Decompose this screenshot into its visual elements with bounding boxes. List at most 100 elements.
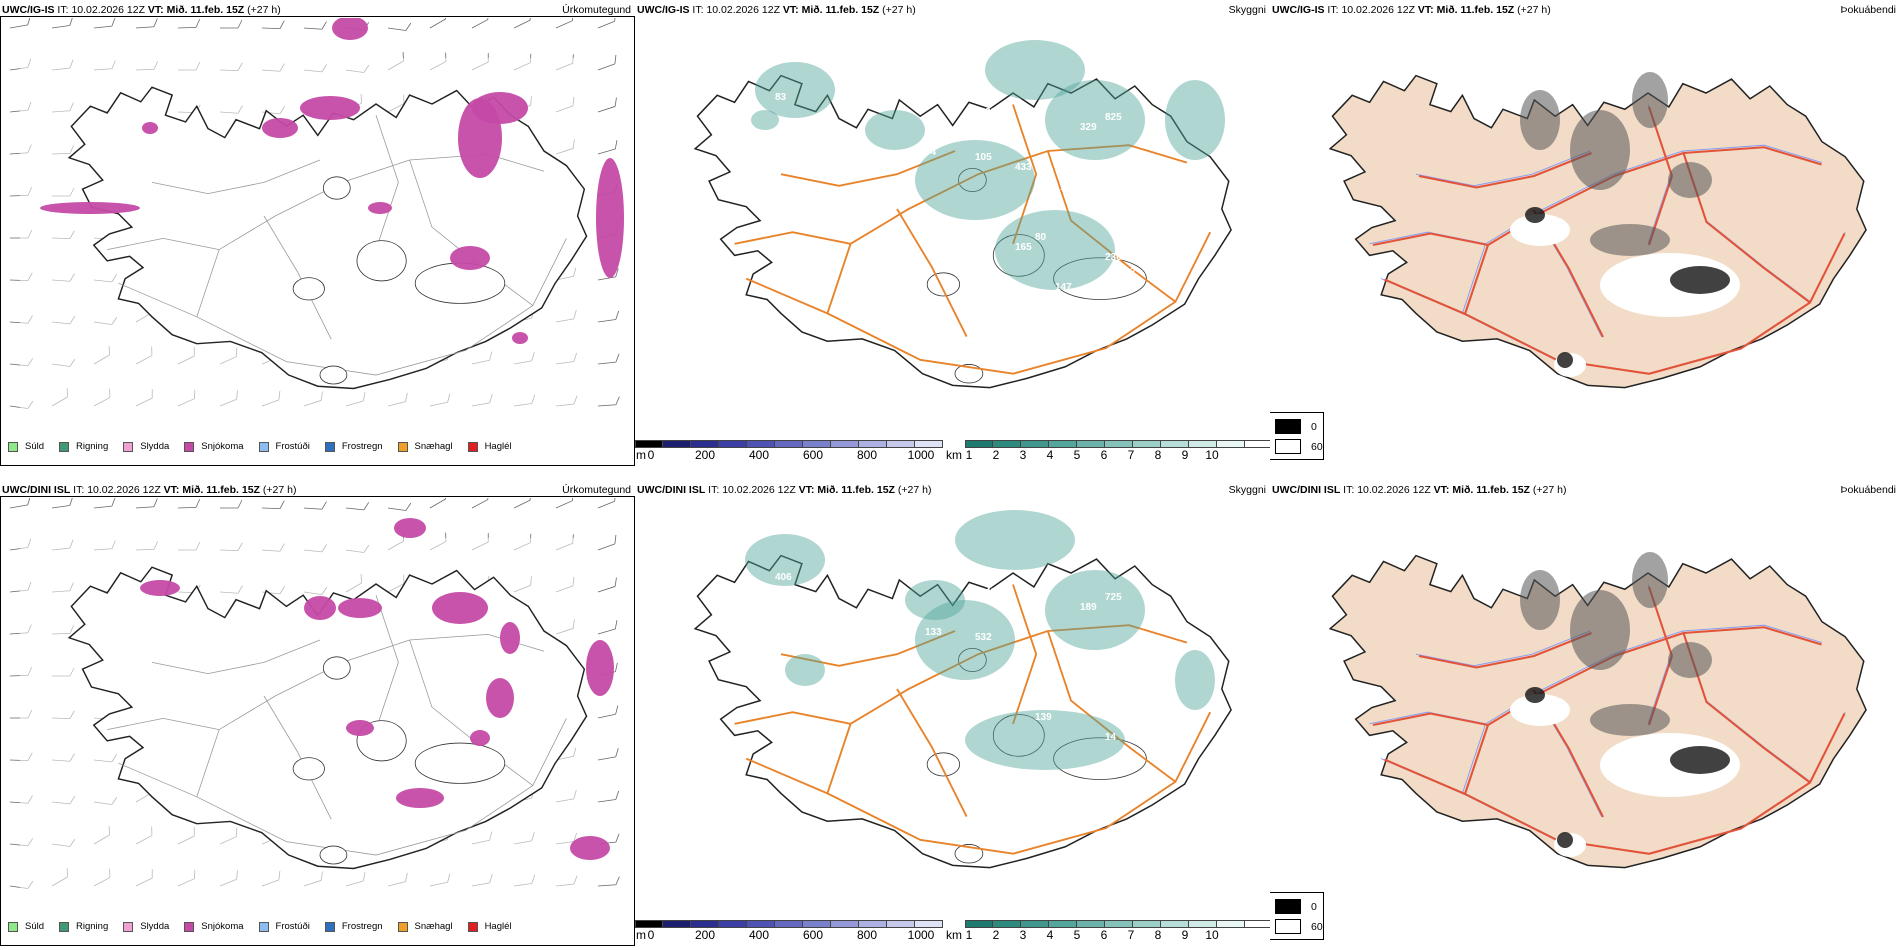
road-line [734,711,851,725]
precip-legend-swatch [59,921,70,932]
road-line [1418,632,1592,669]
wind-barb-flag [615,310,620,320]
wind-barb-flag [363,502,370,511]
visibility-reduction-area [865,110,925,150]
wind-barb [177,499,201,509]
colorbar-cell [775,920,803,928]
snow-area [140,580,180,596]
fog-core [1525,207,1545,223]
road-line [409,639,534,786]
wind-barb [135,498,158,509]
colorbar-cell [965,920,993,928]
wind-barb-flag [572,18,574,21]
precip-legend-swatch [467,921,478,932]
wind-barb-shaft [597,500,615,509]
wind-barb [387,502,412,511]
colorbar-tick-label: 1000 [907,448,935,462]
wind-barb-flag [614,18,616,22]
fog-area [1520,90,1560,150]
visibility-reduction-area [1045,570,1145,650]
panel-title: Skyggni [1228,4,1266,16]
visibility-reduction-area [995,210,1115,290]
wind-barb-shaft [429,18,446,29]
colorbar-cell [1189,440,1217,448]
colorbar-tick-label: 6 [1100,928,1108,942]
fog-panel-row1: UWC/IG-IS IT: 10.02.2026 12Z VT: Mið. 11… [1270,0,1900,470]
snow-area [142,122,158,134]
wind-barb [597,748,619,761]
visibility-map: 406 482 189 725 133 532 85 644 761 13 229 681 139 14 [693,510,1232,869]
precip-legend-item: Snæhagl [397,441,453,452]
wind-barb-shaft [597,628,616,635]
precip-legend-item: Rigning [59,921,108,932]
map-frame [0,16,635,466]
colorbar-tick-label: 1 [965,928,973,942]
wind-barb [9,18,31,29]
fog-legend-swatch [1275,419,1301,434]
wind-barb-flag [153,498,158,507]
ceiling-value-label: 165 [1015,242,1032,253]
visibility-reduction-area [915,140,1035,220]
colorbar-cell [1245,440,1270,448]
ceiling-value-label: 825 [1105,112,1122,123]
colorbar-cell [1021,920,1049,928]
ceiling-value-label: 371 [1145,162,1162,173]
map-frame [0,496,635,946]
ceiling-colorbar [635,440,943,448]
colorbar-cell [831,440,859,448]
precip-legend-item: Haglél [467,921,512,932]
wind-barb [597,140,618,155]
colorbar-cell [663,440,691,448]
fog-core [1525,687,1545,703]
wind-barb-flag [69,498,74,506]
precip-legend-swatch [184,921,195,932]
colorbar-cell [1077,440,1105,448]
wind-barb-flag [572,498,574,501]
precip-legend-item: Frostúði [258,441,310,452]
colorbar-tick-label: 5 [1073,448,1081,462]
road-line [734,231,851,245]
forecast-header: UWC/IG-IS IT: 10.02.2026 12Z VT: Mið. 11… [2,4,281,16]
visibility-reduction-area [915,600,1015,680]
panel-title: Þokuábendi [1840,4,1896,16]
wind-barb-shaft [93,25,112,29]
wind-barb-shaft [597,884,616,887]
wind-barb-flag [529,18,531,21]
wind-barb-shaft [471,499,489,509]
precip-legend-item: Frostregn [324,441,383,452]
wind-barb-shaft [303,27,322,30]
ceiling-value-label: 644 [1105,652,1122,663]
colorbar-cell [635,920,663,928]
fog-legend-swatch [1275,439,1301,454]
visibility-reduction-area [905,580,965,620]
ceiling-value-label: 85 [1015,642,1027,653]
snow-area [368,202,392,214]
fog-legend: 0 60 [1270,892,1324,940]
colorbar-tick-label: 2 [992,448,1000,462]
colorbar-tick-label: 8 [1154,448,1162,462]
glacier-outline [992,234,1045,277]
ceiling-value-label: 433 [1015,162,1032,173]
wind-barb [93,18,116,29]
snow-area [470,730,490,746]
road-line [107,238,220,250]
colorbar-tick-label: 4 [1046,448,1054,462]
wind-barb-shaft [471,19,489,29]
colorbar-cell [993,440,1021,448]
colorbar-tick-label: 200 [694,928,716,942]
visibility-reduction-area [1165,80,1225,160]
colorbar-tick-label: 2 [992,928,1000,942]
colorbar-cell [747,920,775,928]
wind-barb-flag [195,499,201,508]
glacier-outline [319,365,348,385]
visibility-reduction-area [745,534,825,586]
panel-title: Skyggni [1228,484,1266,496]
wind-barb-shaft [513,499,531,509]
coastline [67,86,588,390]
wind-barb [597,97,617,113]
glacier-outline [926,752,961,777]
colorbar-cell [859,440,887,448]
ceiling-value-label: 329 [1080,122,1097,133]
precip-legend-label: Snjókoma [201,921,244,932]
fog-legend-label: 0 [1311,420,1317,433]
